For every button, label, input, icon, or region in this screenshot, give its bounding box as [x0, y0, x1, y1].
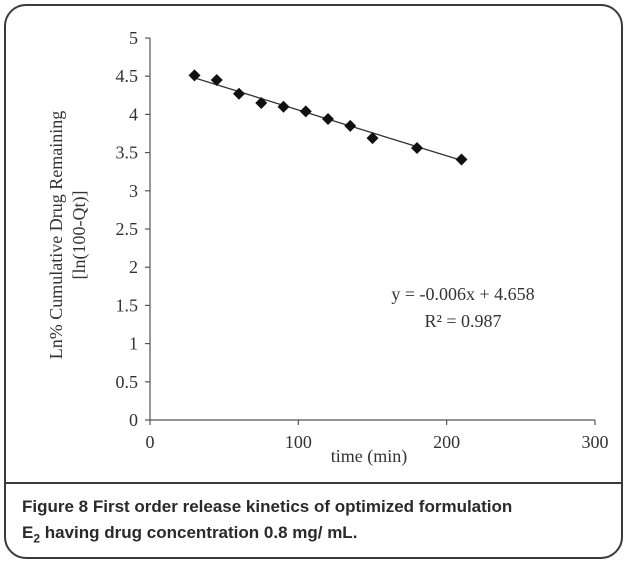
caption-line1: Figure 8 First order release kinetics of… [22, 494, 612, 520]
data-point [233, 87, 245, 100]
data-point [366, 132, 379, 145]
tick-labels: 0 0.5 1 1.5 2 2.5 3 3.5 4 4.5 5 0 100 200 300 [116, 28, 609, 452]
x-tick-label: 0 [146, 432, 155, 452]
caption-subject: E2 [22, 523, 41, 546]
y-tick-label: 3.5 [116, 143, 139, 163]
x-tick-label: 200 [433, 432, 460, 452]
data-points [188, 69, 468, 166]
caption-label: Figure 8 [22, 497, 89, 516]
y-tick-label: 2 [129, 257, 138, 277]
data-point [299, 105, 312, 118]
data-point [344, 119, 357, 132]
y-tick-label: 1.5 [116, 295, 139, 315]
y-tick-label: 4.5 [116, 66, 139, 86]
x-tick-label: 300 [582, 432, 609, 452]
caption-line2: E2 having drug concentration 0.8 mg/ mL. [22, 520, 612, 551]
x-tick-label: 100 [285, 432, 312, 452]
y-tick-label: 0 [129, 410, 138, 430]
figure-caption: Figure 8 First order release kinetics of… [22, 494, 612, 551]
figure-frame [4, 4, 623, 559]
data-point [188, 69, 201, 82]
y-axis-label: Ln% Cumulative Drug Remaining [ln(100-Qt… [46, 111, 90, 359]
caption-text-line2: having drug concentration 0.8 mg/ mL. [44, 523, 358, 542]
r-squared: R² = 0.987 [424, 311, 501, 331]
data-point [322, 112, 334, 125]
axes [145, 37, 596, 425]
y-tick-label: 0.5 [116, 372, 139, 392]
y-tick-label: 4 [129, 104, 138, 124]
data-point [455, 153, 468, 166]
caption-divider [4, 482, 623, 484]
y-axis-label-line1: Ln% Cumulative Drug Remaining [46, 111, 66, 359]
y-tick-label: 1 [129, 334, 138, 354]
data-point [255, 96, 268, 109]
y-tick-label: 2.5 [116, 219, 139, 239]
chart: 0 0.5 1 1.5 2 2.5 3 3.5 4 4.5 5 0 100 200 300 time (mi… [46, 28, 609, 467]
caption-text-line1: First order release kinetics of optimize… [92, 497, 513, 516]
y-axis-label-line2: [ln(100-Qt)] [69, 191, 90, 280]
y-tick-label: 5 [129, 28, 138, 48]
regression-equation: y = -0.006x + 4.658 [391, 284, 534, 304]
x-axis-label: time (min) [331, 446, 407, 467]
y-tick-label: 3 [129, 181, 138, 201]
data-point [277, 100, 290, 113]
data-point [411, 142, 423, 155]
data-point [210, 74, 223, 87]
